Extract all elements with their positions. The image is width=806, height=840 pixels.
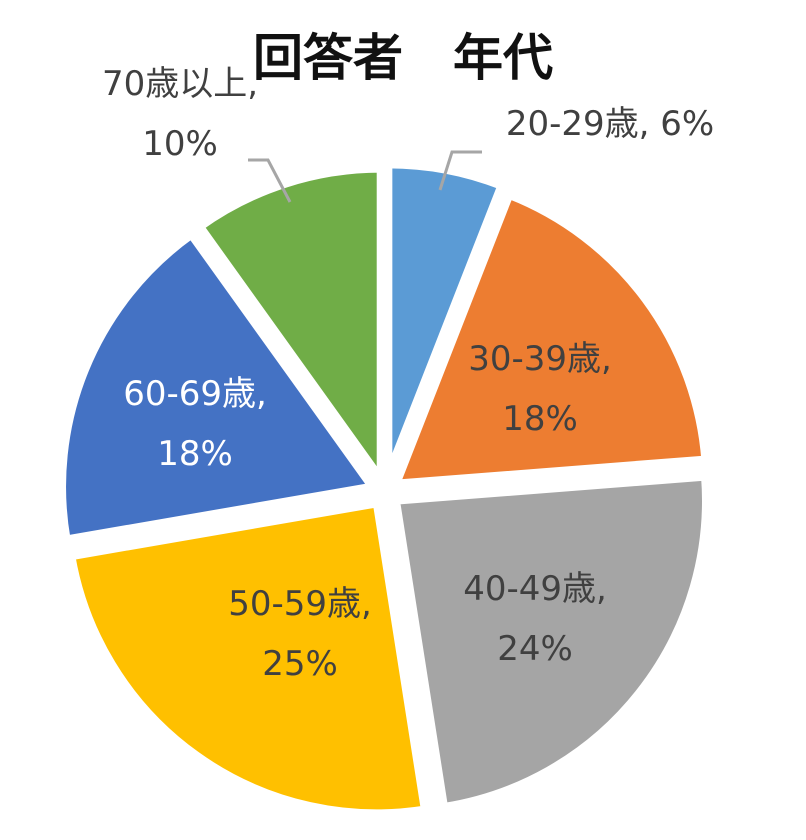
pie-slice-70歳以上 [194,164,385,492]
data-label-40-49歳: 40-49歳, 24% [463,569,607,669]
data-label-60-69歳: 60-69歳, 18% [123,374,267,474]
data-label-20-29歳: 20-29歳, 6% [506,104,714,144]
leader-line-70plus [248,158,292,203]
pie-slice-40-49歳 [391,472,710,812]
pie-slice-30-39歳 [390,189,710,489]
leader-line-20-29 [438,150,482,191]
pie-slice-60-69歳 [58,229,380,545]
data-label-50-59歳: 50-59歳, 25% [228,584,372,684]
chart-title: 回答者 年代 [253,29,553,87]
pie-slice-50-59歳 [66,498,430,818]
data-label-30-39歳: 30-39歳, 18% [468,339,612,439]
data-label-70歳以上: 70歳以上, 10% [102,64,258,164]
